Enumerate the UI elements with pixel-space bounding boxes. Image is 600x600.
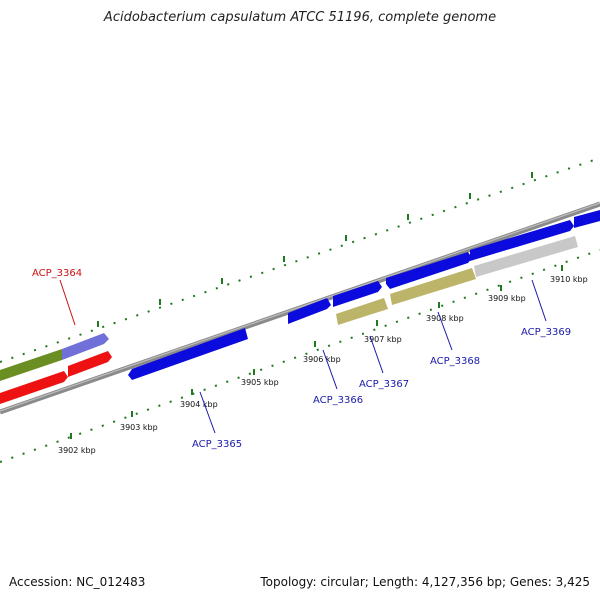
gene-feature-grey[interactable] [474,236,578,277]
map-title: Acidobacterium capsulatum ATCC 51196, co… [103,10,497,25]
gene-label-acp3366[interactable]: ACP_3366 [313,395,363,406]
tick-label: 3903 kbp [120,423,158,432]
tick-label: 3909 kbp [488,294,526,303]
gene-feature-acp3364[interactable] [62,333,109,360]
tick-label: 3906 kbp [303,355,341,364]
lower-tick-track [0,249,600,463]
accession-text: Accession: NC_012483 [9,575,146,589]
gene-feature-acp3368[interactable] [470,220,574,261]
gene-feature-acp3366[interactable] [288,298,331,324]
reverse-strand-features [0,236,578,404]
gene-labels: ACP_3364 ACP_3365 ACP_3366 ACP_3367 ACP_… [32,268,571,450]
gene-label-acp3368[interactable]: ACP_3368 [430,356,480,367]
tick-labels: 3902 kbp 3903 kbp 3904 kbp 3905 kbp 3906 kbp… [58,275,588,455]
tick-label: 3905 kbp [241,378,279,387]
genome-summary-text: Topology: circular; Length: 4,127,356 bp… [260,575,590,589]
gene-feature-acp3366b[interactable] [333,281,382,307]
gene-label-acp3365[interactable]: ACP_3365 [192,439,242,450]
forward-strand-features [0,210,600,381]
gene-feature-red-1[interactable] [0,371,68,404]
gene-feature-olive[interactable] [0,349,62,381]
gene-feature-acp3367[interactable] [386,252,472,289]
backbone-line [0,201,600,415]
gene-feature-red-2[interactable] [68,351,112,377]
gene-feature-acp3365[interactable] [128,328,248,380]
upper-tick-track [0,157,600,363]
gene-label-acp3369[interactable]: ACP_3369 [521,327,571,338]
gene-label-acp3364[interactable]: ACP_3364 [32,268,82,279]
tick-label: 3904 kbp [180,400,218,409]
gene-label-acp3367[interactable]: ACP_3367 [359,379,409,390]
tick-label: 3908 kbp [426,314,464,323]
backbone-highlight [0,202,600,412]
label-leaders [59,279,547,434]
gene-feature-acp3369[interactable] [574,210,600,228]
major-ticks [70,172,563,439]
tick-label: 3910 kbp [550,275,588,284]
tick-label: 3907 kbp [364,335,402,344]
tick-label: 3902 kbp [58,446,96,455]
gene-feature-khaki-1[interactable] [336,298,388,325]
gene-feature-khaki-2[interactable] [390,268,476,305]
